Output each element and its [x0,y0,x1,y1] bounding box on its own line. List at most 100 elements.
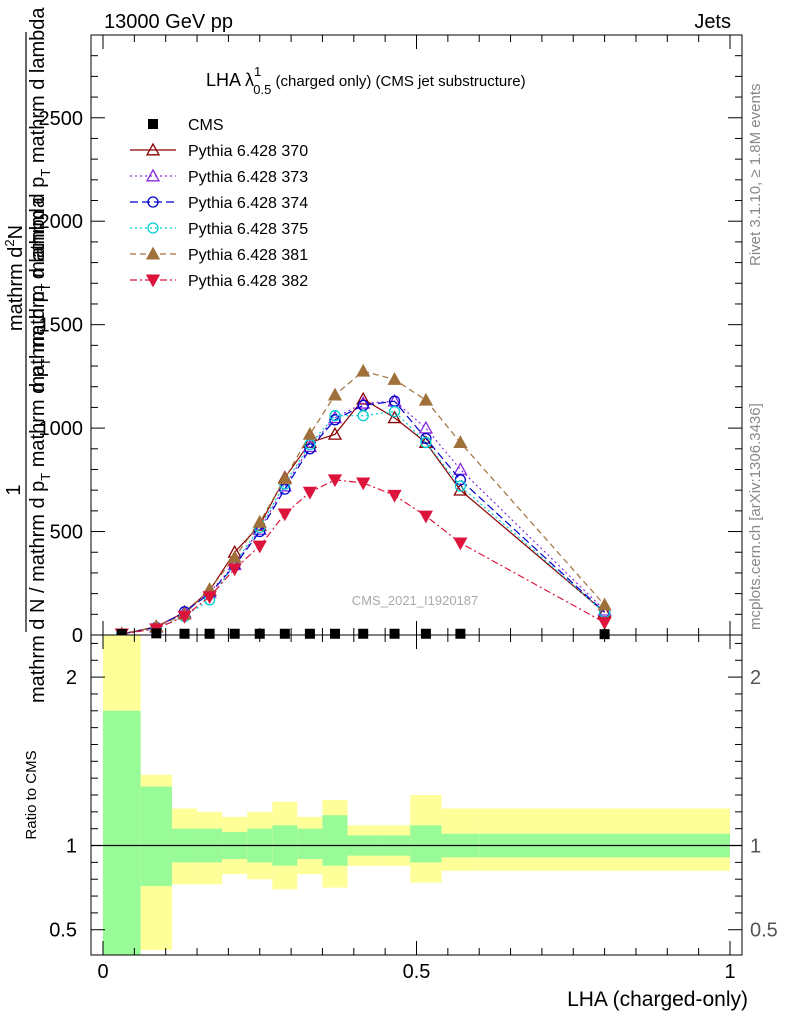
series-point-5 [453,537,468,551]
legend-marker-4 [145,246,161,260]
cms-data-point [304,628,315,639]
legend: CMS Pythia 6.428 370 Pythia 6.428 373 Pythi… [130,117,308,290]
ratio-band-inner [103,710,141,955]
series-point-5 [252,540,267,554]
ylabel-denominator: mathrm d N / mathrm d pT mathrm d pT mat… [27,196,53,703]
series-point-5 [277,508,292,522]
series-point-4 [327,387,343,401]
ylabel-top-denominator: mathrm d pT mathrm d pT mathrm d lambda [27,7,53,393]
ratio-xlabel: LHA (charged-only) [567,988,748,1011]
series-point-4 [418,392,434,406]
series-point-2 [329,414,341,426]
series-point-0 [327,426,343,440]
ratio-band-inner [410,825,442,863]
series-point-3 [420,436,432,449]
ratio-y-tick-label-right: 1 [750,836,761,858]
series-point-4 [252,514,267,528]
series-point-5 [418,510,434,524]
analysis-watermark: CMS_2021_I1920187 [352,593,479,608]
cms-data-point [455,628,466,639]
cms-data-point [420,628,431,639]
cms-data-point [179,628,190,639]
legend-cms-label: CMS [188,117,224,134]
cms-data-point [389,628,400,639]
series-point-3 [329,410,341,422]
legend-label-3: Pythia 6.428 375 [188,221,308,238]
series-point-0 [387,410,402,424]
ylabel-top: mathrm d2N [2,225,27,331]
series-point-5 [227,563,242,577]
cms-data-point [329,628,340,639]
main-y-ticks: 0 500 1000 1500 2000 2500 [39,34,742,647]
series-point-5 [387,489,402,503]
legend-label-1: Pythia 6.428 373 [188,169,308,186]
legend-label-5: Pythia 6.428 382 [188,273,308,290]
ratio-x-ticks: 0 0.5 1 [97,635,736,983]
series-point-1 [356,395,371,409]
main-y-tick-label: 500 [50,522,83,544]
legend-marker-1 [145,168,161,182]
ratio-x-tick-label: 1 [724,961,735,983]
chart-title-sup: 1 [254,64,261,79]
series-line-4 [121,370,606,635]
series-point-5 [177,610,192,624]
series-point-5 [302,486,318,500]
series-point-4 [302,426,318,440]
chart-title-sub: 0.5 [253,82,271,97]
legend-marker-3 [147,222,159,234]
series-point-4 [356,363,371,377]
main-y-tick-label: 1500 [39,315,84,337]
ratio-y-tick-label-right: 2 [750,667,761,689]
main-y-tick-label: 0 [72,625,83,647]
series-point-1 [252,522,267,535]
legend-label-2: Pythia 6.428 374 [188,195,308,212]
legend-cms-marker [148,119,158,129]
legend-label-4: Pythia 6.428 381 [188,247,308,264]
legend-marker-0 [145,142,161,156]
main-y-tick-label: 2000 [39,211,84,233]
ratio-y-tick-label: 2 [66,667,77,689]
main-y-tick-label: 2500 [39,108,84,130]
series-point-5 [356,477,371,491]
main-ylabel: mathrm d2N mathrm d pT mathrm d pT mathr… [2,7,53,703]
series-point-4 [387,372,402,385]
ratio-y-ticks: 0.5 0.5 1 1 2 2 [49,642,778,942]
series-point-5 [597,617,612,630]
chart-title: LHA λ1 0.5 (charged only) (CMS jet substr… [206,64,526,97]
series-point-5 [202,591,217,605]
series-point-4 [453,435,468,449]
legend-marker-2 [147,196,159,208]
cms-data-point [204,628,215,639]
series-point-3 [357,410,369,422]
rivet-label: Rivet 3.1.10, ≥ 1.8M events [747,84,764,267]
chart-title-suffix: (charged only) (CMS jet substructure) [271,73,525,90]
mcplots-label: mcplots.cern.ch [arXiv:1306.3436] [747,403,764,630]
series-point-1 [327,410,343,424]
series-point-4 [227,550,242,563]
ratio-band-inner [140,786,172,886]
ratio-plot: 0.5 0.5 1 1 2 2 0 0.5 1 Ratio to CMS LHA (charg… [23,634,778,1011]
ratio-y-tick-label: 0.5 [49,920,77,942]
chart-title-main: LHA λ [206,70,254,90]
ratio-band-inner [297,828,323,859]
cms-data-point [358,628,369,639]
main-y-tick-label: 1000 [39,418,84,440]
legend-marker-5 [145,274,161,288]
ylabel-numerator: 1 [3,484,25,495]
cms-data-point [151,628,162,639]
ratio-y-tick-label-right: 0.5 [750,920,778,942]
ratio-x-tick-label: 0.5 [403,961,431,983]
legend-label-0: Pythia 6.428 370 [188,143,308,160]
main-x-ticks [102,35,731,635]
series-point-4 [597,597,612,611]
header-left: 13000 GeV pp [104,11,233,33]
series-point-3 [388,405,401,418]
series-point-5 [327,474,343,488]
header-right: Jets [694,11,731,33]
series-point-4 [277,471,292,485]
cms-data-point [116,628,127,639]
ratio-ylabel: Ratio to CMS [23,750,40,839]
cms-data-point [229,628,240,639]
